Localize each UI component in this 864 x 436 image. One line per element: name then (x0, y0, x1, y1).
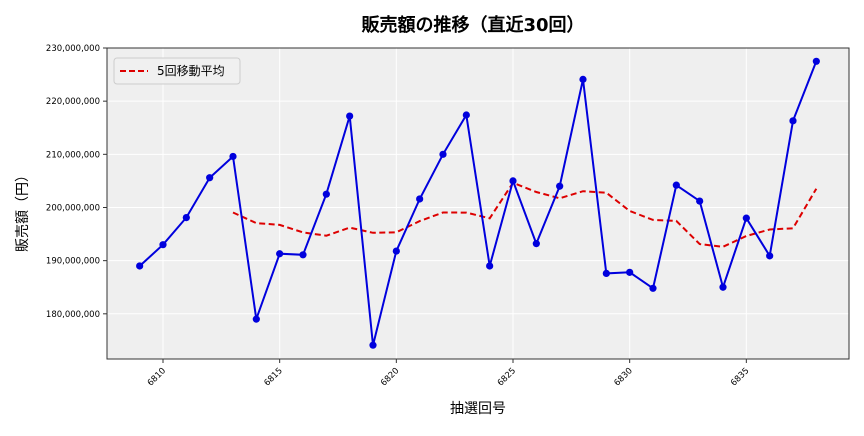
data-point-marker (766, 252, 774, 260)
series-layer (136, 57, 820, 349)
data-point-marker (206, 174, 214, 182)
x-axis-ticks: 6810 6815 6820 6825 6830 6835 (146, 359, 751, 388)
data-point-marker (392, 247, 400, 255)
data-point-marker (439, 150, 447, 158)
data-point-marker (486, 262, 494, 270)
plot-area (107, 48, 849, 359)
data-point-marker (719, 283, 727, 291)
data-point-marker (369, 341, 377, 349)
data-point-marker (182, 213, 190, 222)
data-point-marker (672, 181, 680, 189)
y-tick-label: 200,000,000 (46, 203, 100, 213)
data-point-marker (649, 284, 657, 292)
x-tick-label: 6820 (379, 366, 401, 388)
x-tick-label: 6810 (146, 366, 168, 388)
data-point-marker (509, 177, 517, 185)
data-point-marker (229, 152, 237, 161)
y-tick-label: 190,000,000 (46, 257, 100, 267)
data-point-marker (462, 111, 470, 119)
data-point-marker (532, 240, 540, 248)
data-point-marker (812, 57, 820, 65)
y-tick-label: 180,000,000 (46, 310, 100, 320)
data-point-marker (696, 197, 704, 205)
data-point-marker (416, 195, 424, 203)
legend: 5回移動平均 (113, 57, 241, 85)
x-tick-label: 6815 (262, 366, 284, 388)
x-tick-label: 6835 (729, 366, 751, 388)
y-tick-label: 220,000,000 (46, 97, 100, 107)
chart-title: 販売額の推移（直近30回） (361, 14, 584, 36)
data-point-marker (276, 250, 284, 258)
x-tick-label: 6830 (612, 366, 634, 388)
y-tick-label: 210,000,000 (46, 150, 100, 160)
data-point-marker (252, 315, 260, 323)
data-point-marker (789, 117, 797, 125)
data-point-marker (579, 75, 587, 83)
data-point-marker (556, 182, 564, 190)
x-tick-label: 6825 (496, 366, 518, 388)
data-point-marker (602, 269, 610, 278)
sales-line (139, 60, 818, 346)
data-point-marker (346, 112, 354, 120)
data-point-marker (742, 214, 750, 222)
y-axis-ticks: 180,000,000 190,000,000 200,000,000 210,000… (46, 44, 107, 320)
moving-average-line (232, 181, 818, 248)
y-tick-label: 230,000,000 (46, 44, 100, 54)
data-point-marker (322, 190, 330, 198)
x-axis-label: 抽選回号 (450, 401, 506, 417)
data-point-marker (159, 241, 167, 249)
plot-frame (106, 47, 850, 360)
data-point-marker (626, 268, 634, 276)
data-point-marker (136, 262, 144, 270)
legend-box (113, 57, 241, 85)
legend-label-moving-average: 5回移動平均 (157, 64, 225, 78)
data-point-marker (299, 251, 307, 259)
y-axis-label: 販売額（円） (15, 168, 31, 252)
